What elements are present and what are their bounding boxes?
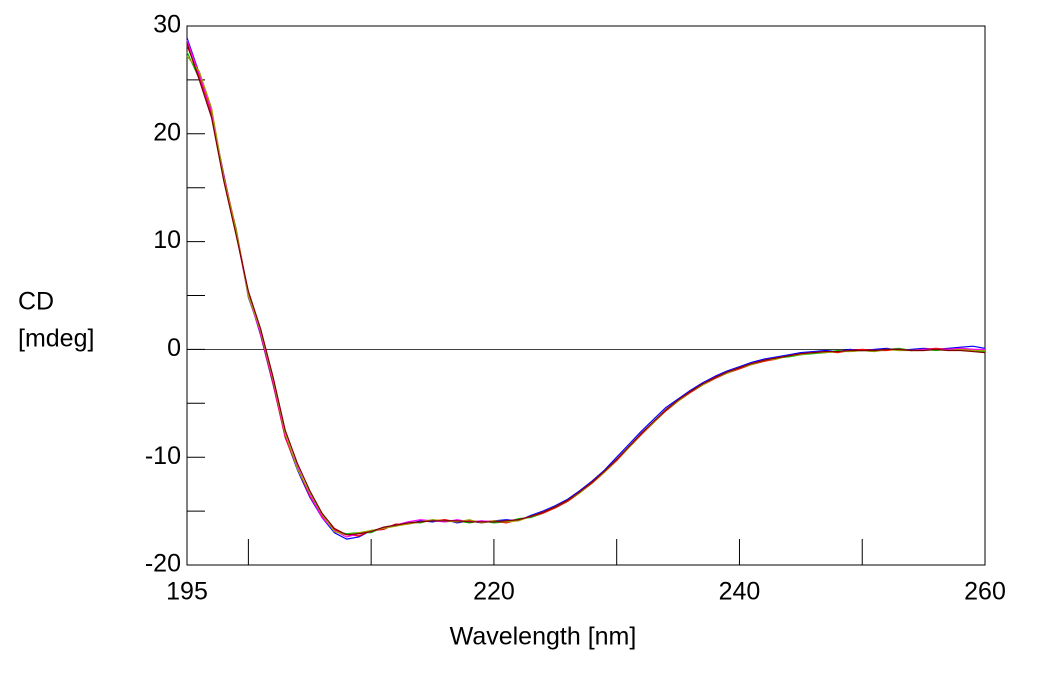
y-axis-label: CD	[18, 288, 54, 316]
y-tick-label: 0	[167, 334, 181, 362]
y-tick-label: -10	[145, 442, 181, 470]
data-line	[186, 43, 986, 536]
x-tick-label: 240	[719, 578, 761, 606]
data-line	[186, 37, 986, 540]
y-tick-label: -20	[145, 550, 181, 578]
data-line	[186, 51, 986, 535]
x-tick-label: 220	[473, 578, 515, 606]
y-tick-label: 10	[153, 226, 181, 254]
data-line	[186, 55, 985, 536]
x-tick-label: 195	[166, 578, 208, 606]
y-axis-label: [mdeg]	[18, 325, 94, 353]
x-tick-label: 260	[964, 578, 1006, 606]
data-line	[186, 39, 985, 538]
y-tick-label: 30	[153, 11, 181, 39]
x-axis-label: Wavelength [nm]	[450, 623, 637, 651]
y-tick-label: 20	[153, 118, 181, 146]
data-line	[186, 45, 986, 537]
